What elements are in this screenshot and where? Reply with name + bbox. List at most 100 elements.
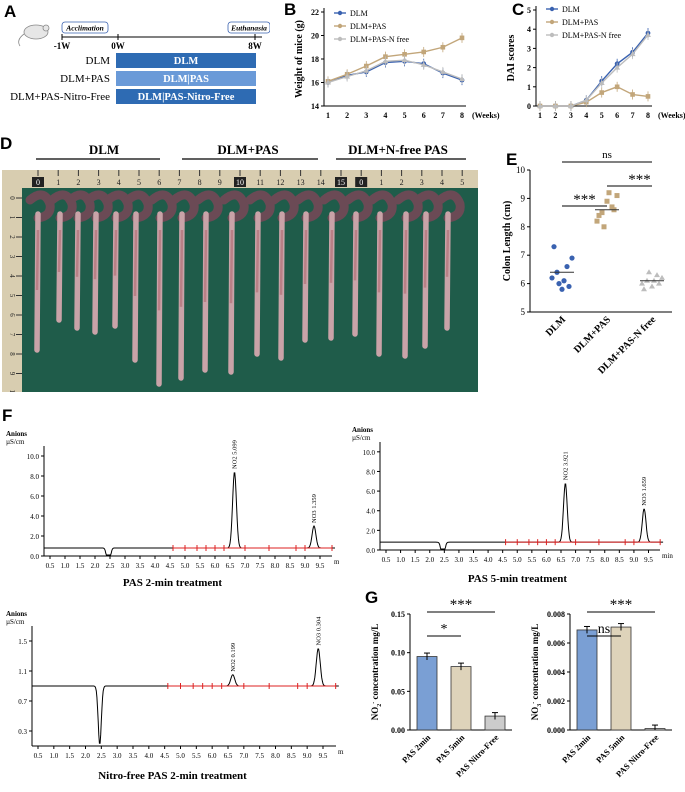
ruler-marker xyxy=(234,177,246,187)
side-ruler-number: 6 xyxy=(8,313,16,317)
side-ruler-number: 9 xyxy=(8,372,16,376)
y-axis-label: Colon Length (cm) xyxy=(502,201,513,282)
data-point xyxy=(594,218,600,224)
side-ruler-number: 5 xyxy=(8,294,16,298)
peak-label: NO3 1.359 xyxy=(311,494,318,523)
y-tick-label: 0 xyxy=(527,102,531,111)
y-tick-label: 0.15 xyxy=(391,610,405,619)
y-tick-label: 0.000 xyxy=(547,726,565,735)
y-tick-label: 0.008 xyxy=(547,610,565,619)
x-tick-label: 8.5 xyxy=(286,562,295,570)
ruler-number: 2 xyxy=(400,178,404,187)
x-tick-label: 4.0 xyxy=(484,556,493,564)
legend-marker xyxy=(337,10,343,16)
unit-label: µS/cm xyxy=(6,618,25,626)
data-point xyxy=(606,190,612,196)
data-point xyxy=(654,272,660,278)
data-point xyxy=(325,79,331,85)
y-axis-label: NO2- concentration mg/L xyxy=(370,624,383,721)
bar-label-dlm: DLM xyxy=(174,56,199,67)
x-tick-label: 9.5 xyxy=(319,752,328,760)
y-tick-label: 8.0 xyxy=(366,468,375,476)
y-tick-label: 10 xyxy=(516,165,526,175)
panel-label-c: C xyxy=(512,0,525,19)
x-tick-label: 1 xyxy=(326,111,330,120)
data-point xyxy=(382,58,389,64)
panel-label-e: E xyxy=(506,150,518,169)
data-point xyxy=(566,283,572,290)
data-point xyxy=(599,90,605,95)
x-tick-label: 4.5 xyxy=(160,752,169,760)
cecum xyxy=(269,190,299,223)
data-point xyxy=(440,44,446,50)
bar xyxy=(450,666,472,731)
side-ruler-number: 7 xyxy=(8,333,16,337)
data-point xyxy=(421,49,427,55)
y-tick-label: 3 xyxy=(527,44,531,53)
x-tick-label: 5.0 xyxy=(176,752,185,760)
colon-shade xyxy=(377,229,382,293)
y-tick-label: 18 xyxy=(311,55,319,64)
x-tick-label: 6.0 xyxy=(208,752,217,760)
x-tick-label: 3.5 xyxy=(469,556,478,564)
x-tick-label: 8 xyxy=(646,111,650,120)
data-point xyxy=(609,204,615,210)
ruler-number: 14 xyxy=(317,178,325,187)
data-point xyxy=(596,212,602,218)
x-tick-label: 4.5 xyxy=(166,562,175,570)
bar xyxy=(610,626,632,731)
euthanasia-label: Euthanasia xyxy=(230,24,267,33)
data-point xyxy=(402,52,407,57)
cecum xyxy=(435,190,465,223)
colon-shade xyxy=(113,229,118,276)
y-tick-label: 0.0 xyxy=(366,547,375,555)
y-tick-label: 6.0 xyxy=(30,493,39,501)
x-tick-label: 7 xyxy=(441,111,445,120)
tick-minus1w: -1W xyxy=(54,41,71,51)
ruler-number: 4 xyxy=(117,178,121,187)
colon-shade xyxy=(229,229,234,304)
x-tick-label: 7.0 xyxy=(241,562,250,570)
x-tick-label: 2.0 xyxy=(81,752,90,760)
x-tick-label: 8.5 xyxy=(615,556,624,564)
colon-shade xyxy=(353,229,358,281)
x-tick-label: 2 xyxy=(345,111,349,120)
y-tick-label: 4.0 xyxy=(30,513,39,521)
data-point xyxy=(439,68,446,74)
group-name-nitro-free: DLM+PAS-Nitro-Free xyxy=(10,91,110,103)
cecum xyxy=(343,190,373,223)
x-tick-label: 2 xyxy=(553,111,557,120)
cecum xyxy=(319,190,349,223)
y-tick-label: 10.0 xyxy=(363,449,376,457)
sig-label: *** xyxy=(573,192,596,208)
x-tick-label: 8 xyxy=(460,111,464,120)
weight-line-chart: 14 16 18 20 22 1 2 3 4 5 6 7 8 (Weeks) Weight of mice … xyxy=(294,8,500,120)
no3-bar-chart: 0.000 0.002 0.004 0.006 0.008 NO3- concentrat… xyxy=(530,597,672,779)
x-axis-label: (Weeks) xyxy=(658,111,685,120)
colon-shade xyxy=(445,229,450,277)
panel-label-d: D xyxy=(0,134,13,153)
x-tick-label: 5.0 xyxy=(181,562,190,570)
series-line-1 xyxy=(327,37,463,82)
colon-shade xyxy=(179,229,184,307)
colon-shade xyxy=(423,229,428,288)
data-point xyxy=(549,275,555,281)
data-point xyxy=(649,283,655,289)
legend-label: DLM+PAS-N free xyxy=(350,35,410,44)
side-ruler-number: 4 xyxy=(8,274,16,278)
y-tick-label: 16 xyxy=(311,79,319,88)
ruler-marker xyxy=(335,177,347,187)
ruler-marker xyxy=(32,177,44,187)
x-tick-label: 8.0 xyxy=(271,562,280,570)
cecum xyxy=(169,190,199,223)
series-line-2 xyxy=(327,59,463,84)
x-tick-label: 0.5 xyxy=(46,562,55,570)
colon-shade xyxy=(255,229,260,293)
tick-8w: 8W xyxy=(248,41,262,51)
x-unit: min xyxy=(334,558,339,566)
x-tick-label: 2.0 xyxy=(91,562,100,570)
data-point xyxy=(659,274,665,280)
colon-photo: 0123456789101112131415012345012345678910 xyxy=(2,170,478,392)
